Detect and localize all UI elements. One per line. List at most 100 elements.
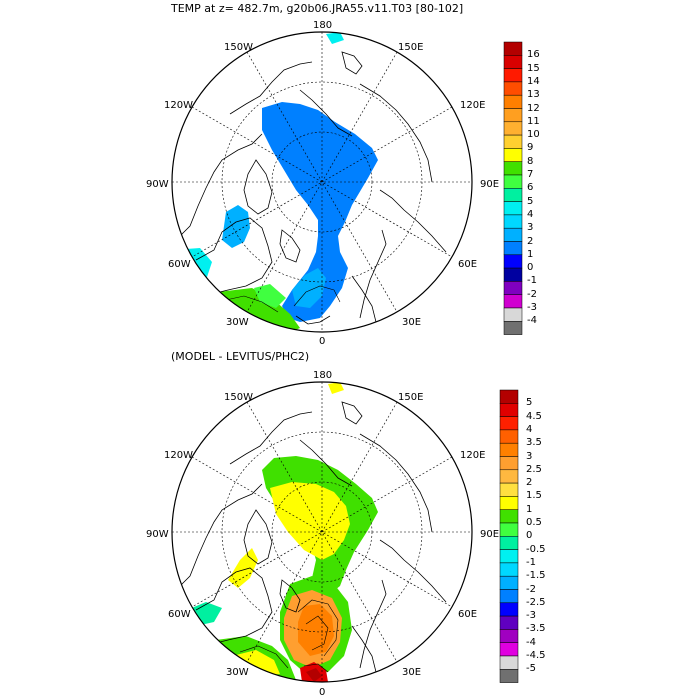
top-colorbar-swatch xyxy=(503,41,523,56)
top-colorbar xyxy=(503,41,523,335)
top-colorbar-swatch xyxy=(503,188,523,202)
bottom-lon-90e: 90E xyxy=(480,529,500,540)
top-colorbar-swatch xyxy=(503,68,523,83)
bottom-colorbar-tick-label: -4.5 xyxy=(526,650,546,661)
bottom-colorbar-tick-label: -1.5 xyxy=(526,570,546,582)
top-lon-150w: 150W xyxy=(224,42,253,53)
top-colorbar-swatch xyxy=(503,281,523,295)
bottom-colorbar-tick-label: 1.5 xyxy=(526,490,542,502)
top-colorbar-swatch xyxy=(503,321,523,335)
bottom-colorbar-swatch xyxy=(499,389,519,404)
top-colorbar-swatch xyxy=(503,161,523,176)
bottom-colorbar-swatch xyxy=(499,602,519,617)
bottom-colorbar-swatch xyxy=(499,615,519,630)
top-colorbar-tick-label: -2 xyxy=(527,288,537,300)
top-lon-30e: 30E xyxy=(402,317,422,328)
top-colorbar-tick-label: 16 xyxy=(527,49,540,61)
bottom-lon-120w: 120W xyxy=(164,450,193,461)
bottom-colorbar-swatch xyxy=(499,403,519,417)
top-colorbar-swatch xyxy=(503,148,523,162)
bottom-colorbar-swatch xyxy=(499,669,519,683)
top-lon-90e: 90E xyxy=(480,179,500,190)
bottom-lon-180: 180 xyxy=(313,370,333,381)
bottom-colorbar-swatch xyxy=(499,562,519,577)
top-lon-90w: 90W xyxy=(146,179,169,190)
top-colorbar-tick-label: 3 xyxy=(527,222,534,234)
bottom-colorbar-swatch xyxy=(499,549,519,564)
top-colorbar-swatch xyxy=(503,108,523,123)
top-colorbar-tick-label: 9 xyxy=(527,142,534,154)
bottom-lon-90w: 90W xyxy=(146,529,169,540)
bottom-colorbar-tick-label: -2 xyxy=(526,583,536,595)
bottom-colorbar-swatch xyxy=(499,456,519,471)
top-colorbar-swatch xyxy=(503,81,523,96)
bottom-lon-30e: 30E xyxy=(402,667,422,678)
bottom-lon-120e: 120E xyxy=(460,450,486,461)
bottom-lon-150w: 150W xyxy=(224,392,253,403)
bottom-lon-60e: 60E xyxy=(458,609,478,620)
top-colorbar-tick-label: 5 xyxy=(527,195,534,207)
top-colorbar-tick-label: 11 xyxy=(527,115,540,127)
top-colorbar-tick-label: 0 xyxy=(527,262,534,274)
top-colorbar-swatch xyxy=(503,134,523,149)
top-coastlines xyxy=(175,51,447,325)
figure-title: TEMP at z= 482.7m, g20b06.JRA55.v11.T03 … xyxy=(171,2,464,15)
bottom-colorbar xyxy=(499,389,519,683)
bottom-colorbar-swatch xyxy=(499,496,519,510)
bottom-colorbar-tick-label: 2 xyxy=(526,477,533,489)
bottom-colorbar-swatch xyxy=(499,469,519,484)
top-graticule xyxy=(172,32,472,332)
top-colorbar-swatch xyxy=(503,254,523,269)
top-colorbar-tick-label: 1 xyxy=(527,248,534,260)
bottom-dark-orange-region-south xyxy=(298,604,334,656)
top-colorbar-swatch xyxy=(503,307,523,322)
bottom-colorbar-swatch xyxy=(499,575,519,590)
top-colorbar-tick-label: -4 xyxy=(527,315,537,327)
bottom-colorbar-tick-label: -1 xyxy=(526,556,536,568)
bottom-lon-60w: 60W xyxy=(168,609,191,620)
bottom-colorbar-tick-label: 5 xyxy=(526,397,533,409)
bottom-map-boundary xyxy=(171,381,473,683)
bottom-yellow-region-west xyxy=(228,548,258,588)
top-colorbar-tick-label: 8 xyxy=(527,155,534,167)
bottom-colorbar-tick-label: -3.5 xyxy=(526,623,546,635)
bottom-yellow-region-north xyxy=(270,482,350,560)
bottom-contours xyxy=(239,599,339,673)
bottom-colorbar-swatch xyxy=(499,509,519,524)
bottom-colorbar-tick-label: 1 xyxy=(526,503,533,515)
bottom-colorbar-tick-label: 3 xyxy=(526,450,533,462)
bottom-colorbar-swatch xyxy=(499,642,519,657)
bottom-graticule xyxy=(172,382,472,682)
top-lon-60e: 60E xyxy=(458,259,478,270)
top-lon-120e: 120E xyxy=(460,100,486,111)
bottom-colorbar-swatch xyxy=(499,429,519,444)
top-blue-3-patch-west xyxy=(222,205,250,248)
top-colorbar-swatch xyxy=(503,214,523,229)
bottom-yellow-patch-north xyxy=(328,382,344,394)
bottom-colorbar-tick-label: 4 xyxy=(526,423,533,435)
top-lon-0: 0 xyxy=(319,336,326,347)
top-cyan-patch-north xyxy=(326,32,344,44)
bottom-polar-map xyxy=(171,381,473,683)
bottom-colorbar-swatch xyxy=(499,655,519,670)
top-colorbar-tick-label: 13 xyxy=(527,89,540,101)
bottom-colorbar-swatch xyxy=(499,536,519,550)
bottom-colorbar-swatch xyxy=(499,442,519,457)
difference-title: (MODEL - LEVITUS/PHC2) xyxy=(171,350,310,363)
top-colorbar-tick-label: 7 xyxy=(527,169,534,180)
bottom-lon-150e: 150E xyxy=(398,392,424,403)
top-polar-map xyxy=(171,31,473,333)
bottom-colorbar-tick-label: 0.5 xyxy=(526,517,542,528)
bottom-colorbar-tick-label: 2.5 xyxy=(526,463,542,475)
top-colorbar-tick-label: -1 xyxy=(527,275,537,287)
bottom-lon-0: 0 xyxy=(319,687,326,698)
bottom-colorbar-tick-label: -2.5 xyxy=(526,596,546,608)
top-lon-60w: 60W xyxy=(168,259,191,270)
bottom-colorbar-swatch xyxy=(499,629,519,643)
top-lon-30w: 30W xyxy=(226,317,249,328)
bottom-colorbar-swatch xyxy=(499,416,519,431)
bottom-colorbar-tick-label: 4.5 xyxy=(526,410,542,422)
bottom-colorbar-tick-label: -5 xyxy=(526,663,536,675)
bottom-colorbar-swatch xyxy=(499,589,519,604)
